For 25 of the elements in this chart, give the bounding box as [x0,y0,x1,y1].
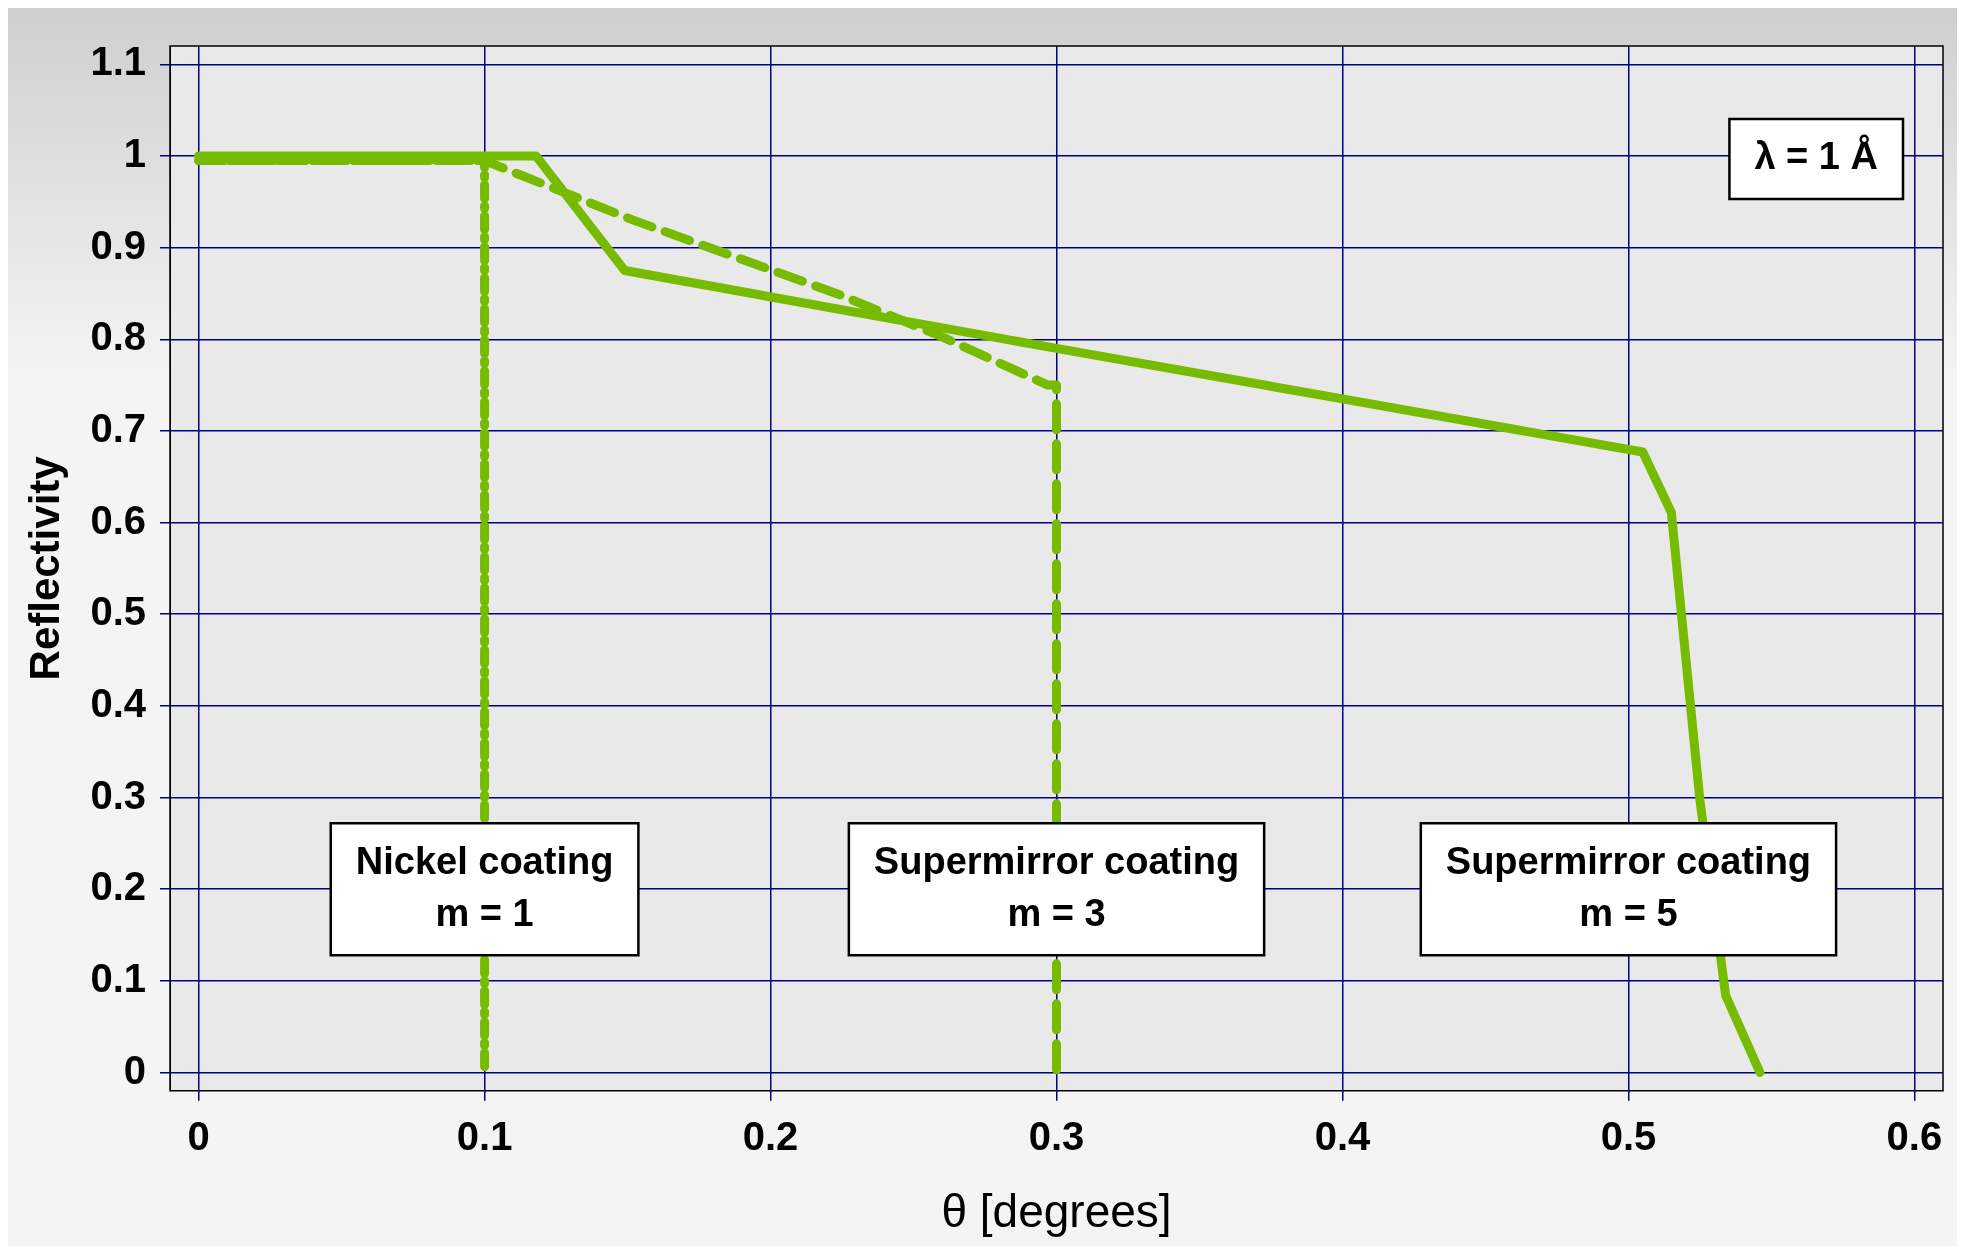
y-axis-title: Reflectivity [20,455,68,681]
annotation: Supermirror coating m = 3 [873,839,1240,934]
x-tick-label: 0.5 [1600,1113,1657,1158]
y-tick-label: 1 [123,131,147,176]
annotation: λ = 1 Å [1754,134,1878,178]
y-tick-label: 0.7 [90,405,147,450]
y-tick-label: 0 [123,1047,147,1092]
x-tick-label: 0.4 [1314,1113,1372,1158]
x-tick-label: 0 [187,1113,210,1158]
annotation: Supermirror coating m = 5 [1445,839,1812,934]
x-tick-label: 0.2 [742,1113,799,1158]
x-axis-title: θ [degrees] [941,1185,1172,1238]
x-tick-label: 0.1 [456,1113,513,1158]
y-tick-label: 0.5 [90,589,147,634]
y-tick-label: 0.1 [90,955,147,1000]
annotation: Nickel coating m = 1 [355,839,614,934]
y-tick-label: 0.2 [90,864,147,909]
y-tick-label: 0.8 [90,314,147,359]
y-tick-label: 0.4 [90,680,147,725]
y-tick-label: 0.9 [90,222,147,267]
y-tick-label: 0.3 [90,772,147,817]
x-tick-label: 0.3 [1028,1113,1085,1158]
y-tick-label: 1.1 [90,39,147,84]
x-tick-label: 0.6 [1886,1113,1943,1158]
y-tick-label: 0.6 [90,497,147,542]
